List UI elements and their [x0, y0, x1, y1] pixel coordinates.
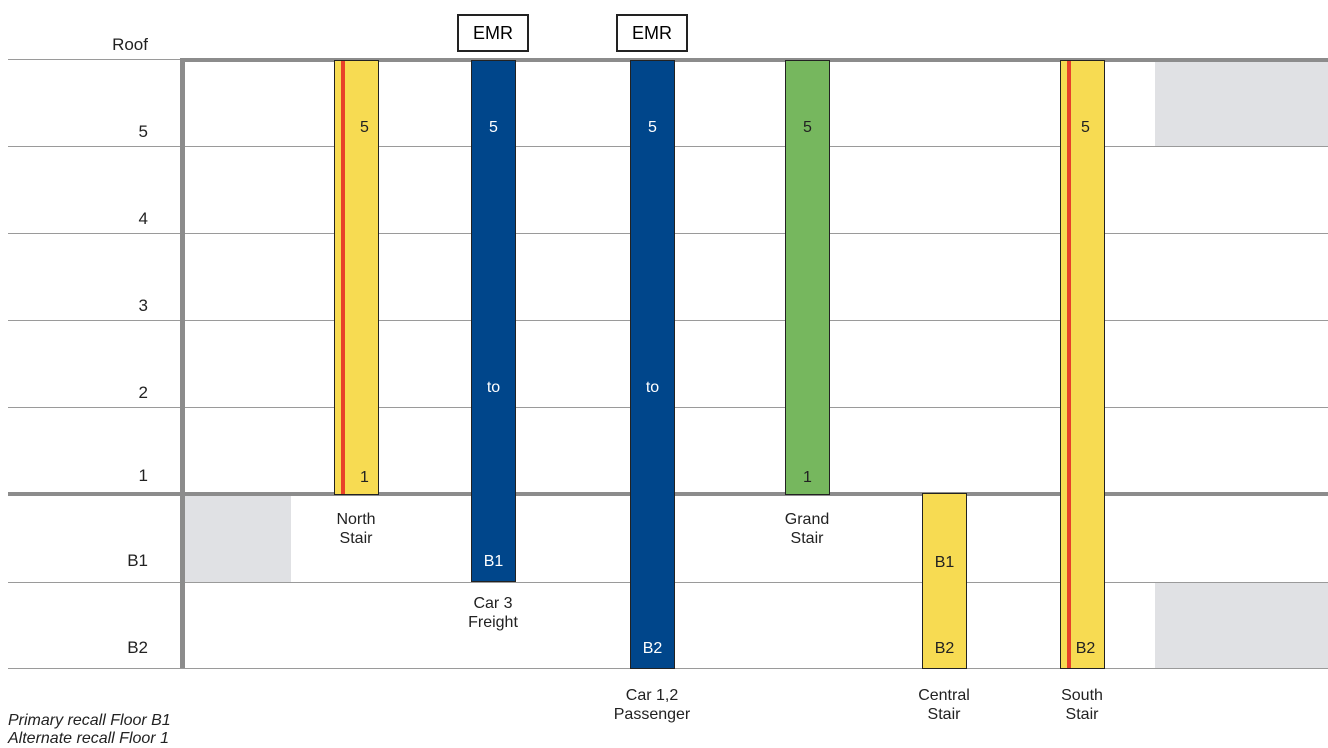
- car3-bottom-label: B1: [483, 553, 504, 570]
- floor-label-4: 4: [138, 209, 148, 228]
- floor-label-3: 3: [138, 296, 148, 315]
- car3-emr-box: EMR: [457, 14, 529, 52]
- car12-caption: Car 1,2 Passenger: [592, 686, 712, 724]
- roof-line-left: [8, 59, 180, 60]
- floor-label-2: 2: [138, 383, 148, 402]
- south-stair-fire-stripe: [1067, 61, 1071, 668]
- north-stair-fire-stripe: [341, 61, 345, 494]
- north-stair-shaft: 5 1: [334, 60, 379, 495]
- south-stair-top-label: 5: [1081, 119, 1090, 136]
- central-stair-top-label: B1: [934, 554, 955, 571]
- car3-caption-line-1: Car 3: [473, 595, 513, 612]
- car3-caption-line-2: Freight: [468, 614, 518, 631]
- north-stair-caption-line-1: North: [336, 511, 376, 528]
- shaded-area-b2-east: [1155, 583, 1328, 669]
- central-stair-caption: Central Stair: [884, 686, 1004, 724]
- roof-line: [182, 58, 1328, 62]
- north-stair-bottom-label: 1: [360, 469, 369, 486]
- south-stair-caption-line-1: South: [1061, 687, 1103, 704]
- north-stair-top-label: 5: [360, 119, 369, 136]
- shaded-area-b1-west: [185, 496, 291, 582]
- south-stair-caption-line-2: Stair: [1065, 706, 1099, 723]
- car12-shaft: 5 to B2: [630, 60, 675, 669]
- grand-stair-bottom-label: 1: [803, 469, 812, 486]
- car3-caption: Car 3 Freight: [433, 594, 553, 632]
- central-stair-shaft: B1 B2: [922, 493, 967, 669]
- grand-stair-caption-line-1: Grand: [784, 511, 830, 528]
- car3-top-label: 5: [489, 119, 498, 136]
- grand-stair-caption-line-2: Stair: [790, 530, 824, 547]
- floor-label-1: 1: [138, 466, 148, 485]
- floor-label-roof: Roof: [112, 35, 148, 54]
- south-stair-shaft: 5 B2: [1060, 60, 1105, 669]
- south-stair-caption: South Stair: [1022, 686, 1142, 724]
- grand-stair-top-label: 5: [803, 119, 812, 136]
- legend-alternate-recall: Alternate recall Floor 1: [8, 730, 169, 747]
- central-stair-bottom-label: B2: [934, 640, 955, 657]
- central-stair-caption-line-1: Central: [918, 687, 970, 704]
- north-stair-caption: North Stair: [296, 510, 416, 548]
- floor-label-b1: B1: [127, 551, 148, 570]
- car3-middle-label: to: [486, 379, 501, 396]
- car12-top-label: 5: [648, 119, 657, 136]
- grand-stair-shaft: 5 1: [785, 60, 830, 495]
- car12-emr-box: EMR: [616, 14, 688, 52]
- north-stair-caption-line-2: Stair: [339, 530, 373, 547]
- floor-label-b2: B2: [127, 638, 148, 657]
- grand-stair-caption: Grand Stair: [747, 510, 867, 548]
- shaded-area-roof-east: [1155, 60, 1328, 146]
- car12-caption-line-2: Passenger: [613, 706, 691, 723]
- building-wall: [180, 58, 185, 668]
- legend-primary-recall: Primary recall Floor B1: [8, 712, 171, 729]
- floor-label-5: 5: [138, 122, 148, 141]
- car12-bottom-label: B2: [642, 640, 663, 657]
- car12-caption-line-1: Car 1,2: [625, 687, 679, 704]
- car12-middle-label: to: [645, 379, 660, 396]
- central-stair-caption-line-2: Stair: [927, 706, 961, 723]
- car3-shaft: 5 to B1: [471, 60, 516, 582]
- south-stair-bottom-label: B2: [1075, 640, 1096, 657]
